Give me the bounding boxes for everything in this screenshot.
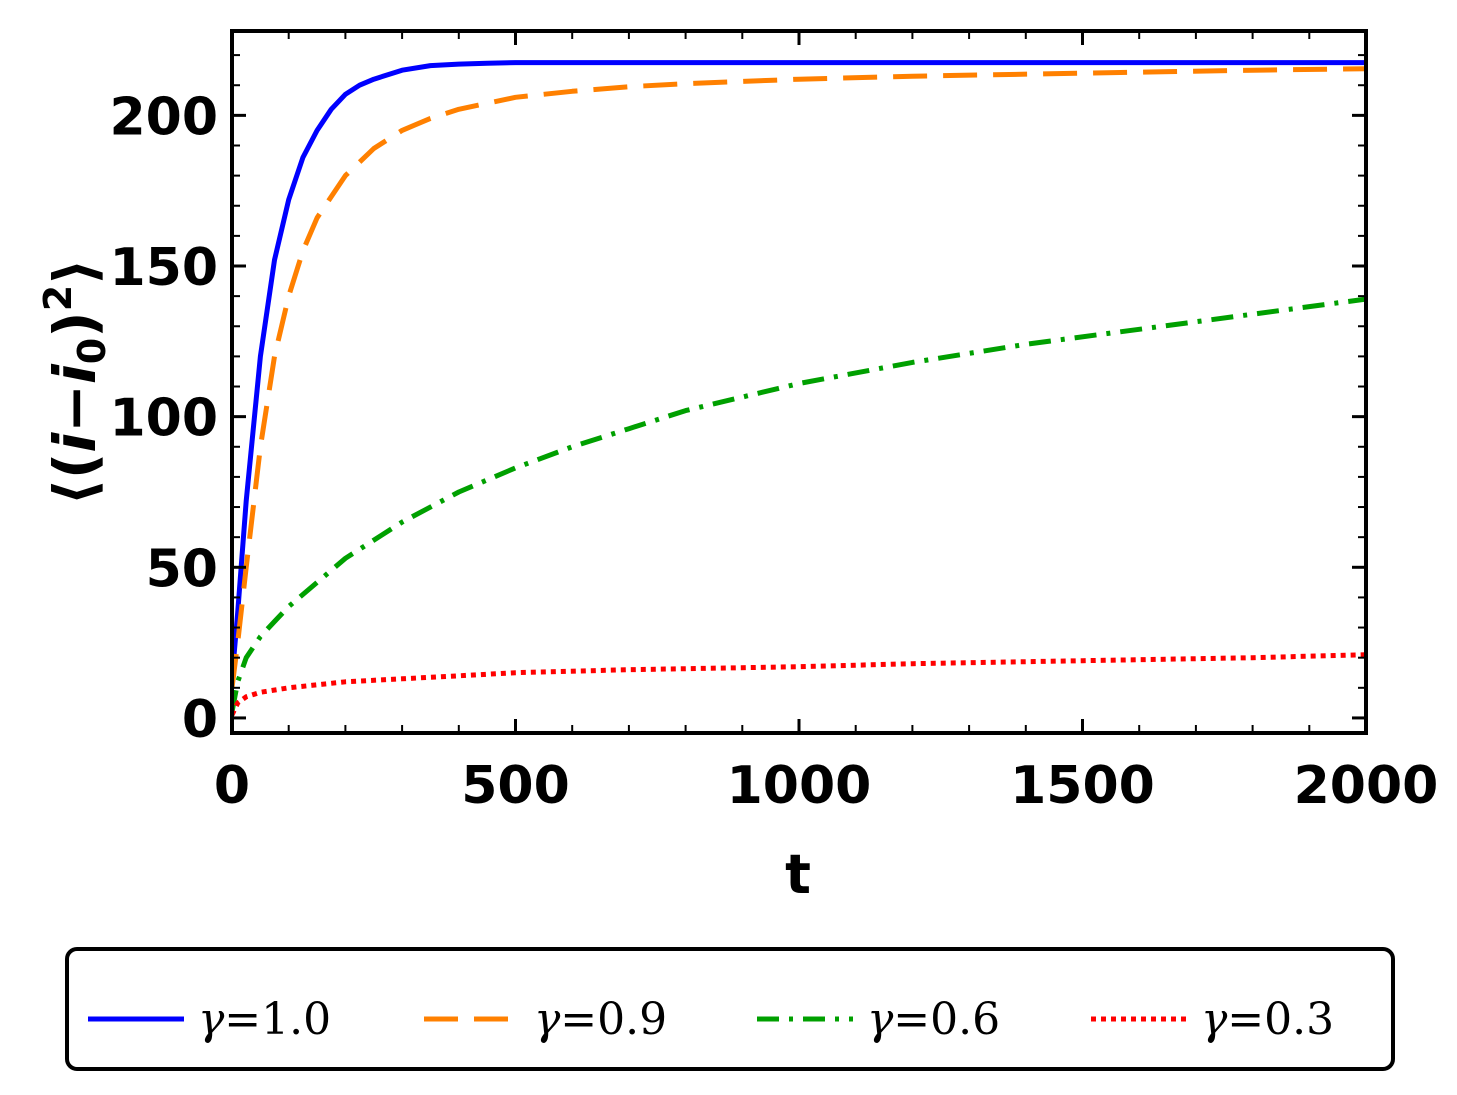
y-axis-title-exponent: 2 bbox=[36, 285, 80, 311]
series-line-2 bbox=[232, 296, 1366, 713]
x-tick-label: 1500 bbox=[1010, 756, 1155, 816]
legend-item-2: γ=0.6 bbox=[757, 994, 1000, 1045]
y-axis-title-subscript: 0 bbox=[70, 338, 114, 364]
legend-label-0: γ=1.0 bbox=[198, 994, 331, 1045]
legend-symbol-3: γ bbox=[1201, 994, 1228, 1045]
legend: γ=1.0 γ=0.9 γ=0.6 γ=0.3 bbox=[65, 947, 1395, 1071]
x-tick-label: 0 bbox=[214, 756, 250, 816]
y-axis-title-var-i: i bbox=[41, 432, 109, 453]
y-tick-label: 50 bbox=[146, 539, 218, 599]
x-tick-label: 2000 bbox=[1294, 756, 1439, 816]
legend-symbol-1: γ bbox=[534, 994, 561, 1045]
y-axis-title: ⟨(i−i0)2⟩ bbox=[36, 258, 114, 505]
y-tick-label: 150 bbox=[109, 238, 218, 298]
series-line-1 bbox=[232, 66, 1366, 689]
legend-value-3: =0.3 bbox=[1227, 994, 1334, 1045]
y-axis-title-close-paren: ) bbox=[41, 311, 109, 338]
y-axis-title-open: ⟨( bbox=[41, 453, 109, 506]
series-line-0 bbox=[232, 60, 1366, 680]
legend-label-1: γ=0.9 bbox=[534, 994, 667, 1045]
legend-box bbox=[65, 947, 1395, 1071]
y-axis-title-var-i0: i bbox=[41, 363, 109, 384]
legend-label-2: γ=0.6 bbox=[867, 994, 1000, 1045]
legend-item-3: γ=0.3 bbox=[1091, 994, 1334, 1045]
ticks-layer bbox=[230, 31, 1368, 733]
plot-frame bbox=[230, 29, 1368, 735]
legend-value-2: =0.6 bbox=[893, 994, 1000, 1045]
legend-value-1: =0.9 bbox=[560, 994, 667, 1045]
y-tick-label: 0 bbox=[182, 690, 218, 750]
legend-label-3: γ=0.3 bbox=[1201, 994, 1334, 1045]
x-tick-label: 500 bbox=[461, 756, 570, 816]
legend-item-0: γ=1.0 bbox=[88, 994, 331, 1045]
tick-labels-layer: 0 500 1000 1500 2000 0 50 100 150 200 bbox=[109, 87, 1438, 816]
series-line-3 bbox=[232, 652, 1366, 716]
y-axis-title-minus: − bbox=[41, 384, 109, 433]
x-axis-title: t bbox=[785, 843, 811, 906]
y-tick-label: 200 bbox=[109, 87, 218, 147]
legend-symbol-2: γ bbox=[867, 994, 894, 1045]
y-tick-label: 100 bbox=[109, 389, 218, 449]
y-axis-title-close-angle: ⟩ bbox=[41, 258, 109, 285]
legend-value-0: =1.0 bbox=[224, 994, 331, 1045]
x-tick-label: 1000 bbox=[727, 756, 872, 816]
legend-symbol-0: γ bbox=[198, 994, 225, 1045]
legend-item-1: γ=0.9 bbox=[424, 994, 667, 1045]
series-layer bbox=[232, 60, 1366, 716]
